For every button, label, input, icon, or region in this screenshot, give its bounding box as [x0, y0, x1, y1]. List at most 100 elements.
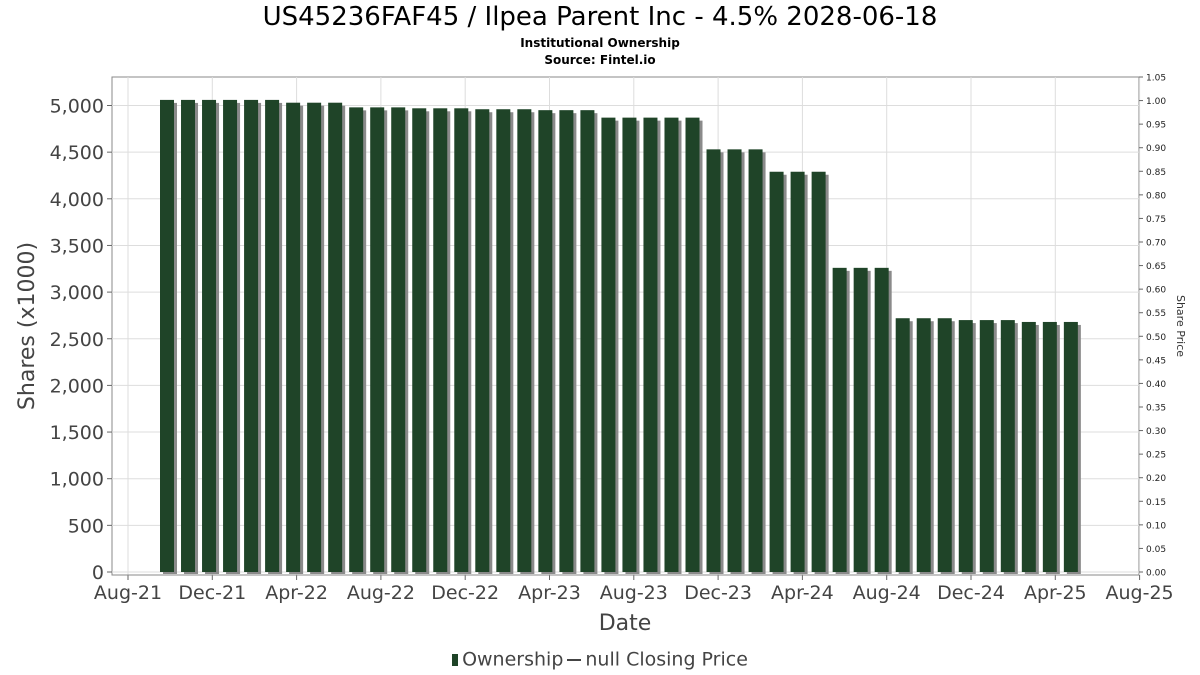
- chart-title: US45236FAF45 / Ilpea Parent Inc - 4.5% 2…: [262, 2, 938, 32]
- ownership-bar: [286, 102, 301, 573]
- ownership-bar: [475, 109, 490, 573]
- ownership-bar: [223, 99, 238, 572]
- y2-tick-label: 0.20: [1146, 474, 1166, 484]
- x-axis-label: Date: [599, 611, 652, 636]
- y2-tick-label: 0.30: [1146, 427, 1166, 437]
- ownership-bar: [1000, 320, 1015, 572]
- x-tick-label: Dec-22: [431, 582, 499, 604]
- x-tick-label: Apr-22: [265, 582, 328, 604]
- y2-tick-label: 0.00: [1146, 569, 1166, 579]
- chart-subtitle: Institutional Ownership: [520, 36, 680, 50]
- ownership-bar: [622, 117, 637, 572]
- ownership-bar: [832, 267, 847, 572]
- y-axis: 0 500 1,000 1,500 2,000 2,500 3,000 3,500 4,000 4…: [50, 96, 112, 584]
- y-tick-label: 1,500: [50, 422, 104, 444]
- y2-tick-label: 0.45: [1146, 356, 1166, 366]
- ownership-bar: [685, 117, 700, 572]
- y-tick-label: 2,000: [50, 375, 104, 397]
- y-tick-label: 3,500: [50, 235, 104, 257]
- ownership-bar: [559, 110, 574, 572]
- ownership-bar: [1063, 321, 1078, 572]
- y-tick-label: 500: [68, 515, 104, 537]
- y2-tick-label: 0.95: [1146, 121, 1166, 131]
- y2-tick-label: 0.35: [1146, 404, 1166, 414]
- ownership-bar: [202, 99, 217, 572]
- x-tick-label: Dec-24: [937, 582, 1005, 604]
- y2-tick-label: 0.85: [1146, 168, 1166, 178]
- x-tick-label: Apr-23: [518, 582, 581, 604]
- price-legend-line: [567, 658, 582, 661]
- ownership-bar: [916, 318, 931, 572]
- y2-axis-label: Share Price: [1174, 295, 1187, 357]
- ownership-bar: [874, 267, 889, 572]
- ownership-bar: [748, 149, 763, 572]
- y2-tick-label: 0.90: [1146, 144, 1166, 154]
- chart-source: Source: Fintel.io: [544, 53, 656, 67]
- ownership-bar: [727, 149, 742, 572]
- y2-tick-label: 0.70: [1146, 239, 1166, 249]
- ownership-bar: [706, 149, 721, 572]
- ownership-bar: [664, 117, 679, 572]
- ownership-bar: [937, 318, 952, 572]
- y2-tick-label: 0.25: [1146, 451, 1166, 461]
- bars: [160, 99, 1081, 575]
- ownership-bar: [1021, 321, 1036, 572]
- y-tick-label: 1,000: [50, 469, 104, 491]
- y2-tick-label: 0.80: [1146, 191, 1166, 201]
- ownership-bar: [391, 107, 406, 572]
- legend: Ownership null Closing Price: [0, 648, 1200, 671]
- ownership-bar: [265, 99, 280, 572]
- ownership-bar: [643, 117, 658, 572]
- y-tick-label: 2,500: [50, 329, 104, 351]
- y2-tick-label: 0.15: [1146, 498, 1166, 508]
- x-axis: Aug-21 Dec-21 Apr-22 Aug-22 Dec-22 Apr-23 Aug-…: [94, 574, 1174, 604]
- y2-tick-label: 0.60: [1146, 286, 1166, 296]
- ownership-bar: [370, 107, 385, 572]
- x-tick-label: Apr-25: [1024, 582, 1087, 604]
- ownership-bar: [517, 109, 532, 573]
- ownership-bar: [412, 108, 427, 572]
- ownership-bar: [160, 99, 174, 572]
- x-tick-label: Aug-21: [94, 582, 162, 604]
- ownership-bar: [349, 107, 364, 572]
- ownership-bar: [244, 99, 259, 572]
- y2-tick-label: 0.65: [1146, 262, 1166, 272]
- y2-tick-label: 0.10: [1146, 521, 1166, 531]
- x-tick-label: Aug-23: [600, 582, 668, 604]
- ownership-bar: [601, 117, 616, 572]
- ownership-bar: [538, 110, 553, 572]
- ownership-legend-label: Ownership: [462, 648, 564, 671]
- ownership-bar: [1042, 321, 1057, 572]
- ownership-bar: [181, 99, 196, 572]
- ownership-bar: [958, 320, 973, 572]
- y2-tick-label: 0.55: [1146, 309, 1166, 319]
- y2-tick-label: 0.50: [1146, 333, 1166, 343]
- x-tick-label: Dec-21: [178, 582, 246, 604]
- y-tick-label: 3,000: [50, 282, 104, 304]
- ownership-bar: [769, 171, 784, 573]
- ownership-bar: [790, 171, 805, 573]
- y-tick-label: 4,500: [50, 142, 104, 164]
- price-legend-label: null Closing Price: [585, 648, 748, 671]
- ownership-legend-swatch: [452, 653, 459, 666]
- x-tick-label: Aug-24: [853, 582, 921, 604]
- ownership-bar: [454, 108, 469, 572]
- ownership-bar: [811, 171, 826, 573]
- y2-tick-label: 1.00: [1146, 97, 1166, 107]
- x-tick-label: Dec-23: [684, 582, 752, 604]
- ownership-bar: [328, 102, 343, 573]
- y-axis-label: Shares (x1000): [15, 242, 40, 410]
- y2-tick-label: 0.40: [1146, 380, 1166, 390]
- y-tick-label: 4,000: [50, 189, 104, 211]
- ownership-bar: [895, 318, 910, 572]
- ownership-bar: [580, 110, 595, 572]
- ownership-bar: [496, 109, 511, 573]
- y-tick-label: 5,000: [50, 96, 104, 118]
- x-tick-label: Aug-22: [347, 582, 415, 604]
- y2-axis: 0.00 0.05 0.10 0.15 0.20 0.25 0.30 0.35 0.40 0.45…: [1139, 74, 1166, 579]
- x-tick-label: Apr-24: [771, 582, 834, 604]
- ownership-bar: [853, 267, 868, 572]
- ownership-bar: [979, 320, 994, 572]
- y2-tick-label: 0.05: [1146, 545, 1166, 555]
